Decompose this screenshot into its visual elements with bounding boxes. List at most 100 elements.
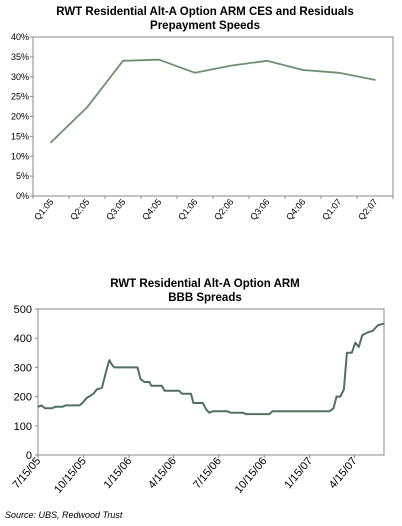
chart2-x-tick-label: 4/15/07 <box>327 455 360 491</box>
chart2-data-point <box>37 406 39 408</box>
chart2-data-point <box>335 395 338 398</box>
chart2-data-point <box>208 411 210 414</box>
chart1-y-axis: 0% 5% 10% 15% 20% 25% 30% 35% 40% <box>11 32 33 201</box>
chart2-data-point <box>65 404 67 407</box>
chart2-x-tick-label: 10/15/05 <box>52 455 89 496</box>
chart2-data-point <box>377 324 379 326</box>
chart1-data-point <box>302 69 304 71</box>
chart2-data-point <box>332 407 335 409</box>
chart2-data-point <box>106 368 108 370</box>
chart2-data-point <box>85 397 88 399</box>
chart1-y-tick-label: 20% <box>11 112 29 122</box>
chart1-x-tick-label: Q1:05 <box>32 197 55 222</box>
chart2-y-axis: 0 100 200 300 400 500 <box>14 304 38 462</box>
chart2-data-point <box>78 404 81 407</box>
chart2-y-tick-label: 500 <box>14 304 32 316</box>
chart2-data-point <box>108 359 110 361</box>
chart2-data-point <box>136 366 139 369</box>
chart2-data-point <box>226 410 228 412</box>
chart2-data-point <box>190 392 192 395</box>
chart2-data-point <box>178 390 180 392</box>
chart2-data-point <box>361 334 363 336</box>
chart2-data-point <box>245 413 247 415</box>
chart1-plot-frame <box>32 36 394 197</box>
chart2-data-point <box>371 330 374 332</box>
chart1-data-point <box>266 60 268 62</box>
chart2-data-point <box>205 409 207 411</box>
chart2-data-point <box>328 410 331 412</box>
chart1-series <box>50 58 376 144</box>
chart2-data-point <box>148 381 151 383</box>
chart2-data-point <box>366 331 369 334</box>
chart2-x-tick-label: 7/15/06 <box>191 455 224 491</box>
chart2-data-point <box>346 352 348 354</box>
chart2-data-point <box>113 366 115 369</box>
chart1-x-tick-label: Q2:07 <box>356 197 379 222</box>
chart2-y-tick-label: 100 <box>14 421 32 433</box>
chart2-data-point <box>101 387 103 389</box>
chart1-x-tick-label: Q1:07 <box>320 197 343 222</box>
chart1-x-tick-label: Q3:05 <box>104 197 127 222</box>
chart2-x-tick-label: 10/15/06 <box>233 455 270 496</box>
chart1-x-tick-label: Q1:06 <box>176 197 199 222</box>
chart2-data-point <box>339 395 342 398</box>
chart-prepayment-speeds: RWT Residential Alt-A Option ARM CES and… <box>11 6 394 222</box>
chart2-data-point <box>143 381 146 383</box>
chart2-data-point <box>212 410 214 412</box>
chart2-y-tick-label: 400 <box>14 333 32 345</box>
chart2-data-point <box>268 413 270 415</box>
chart2-data-point <box>61 406 63 408</box>
chart1-x-tick-label: Q4:05 <box>140 197 163 222</box>
chart2-series-line <box>37 322 385 416</box>
chart1-y-tick-label: 10% <box>11 151 29 161</box>
chart2-data-point <box>44 407 46 409</box>
chart2-data-point <box>111 363 113 366</box>
chart2-data-point <box>229 411 232 414</box>
chart2-data-point <box>271 410 274 412</box>
chart2-data-point <box>181 392 183 395</box>
chart2-data-point <box>92 392 95 395</box>
chart1-x-tick-label: Q3:06 <box>248 197 271 222</box>
chart2-title: RWT Residential Alt-A Option ARM <box>110 278 300 290</box>
chart2-data-point <box>161 385 163 387</box>
chart-bbb-spreads: RWT Residential Alt-A Option ARM BBB Spr… <box>11 278 385 496</box>
chart2-data-point <box>358 346 360 348</box>
chart2-y-tick-label: 0 <box>26 450 32 462</box>
chart1-data-point <box>86 106 88 109</box>
chart2-data-point <box>383 322 385 325</box>
chart2-x-tick-label: 4/15/06 <box>146 455 179 491</box>
chart2-data-point <box>54 406 57 408</box>
chart2-x-tick-label: 1/15/06 <box>102 455 135 491</box>
chart1-x-tick-label: Q2:06 <box>212 197 235 222</box>
chart2-data-point <box>351 352 353 354</box>
chart2-plot-frame <box>37 308 385 456</box>
source-note: Source: UBS, Redwood Trust <box>5 510 123 520</box>
chart1-data-point <box>338 71 340 74</box>
chart1-y-tick-label: 0% <box>16 191 29 201</box>
chart1-title: RWT Residential Alt-A Option ARM CES and… <box>56 6 354 18</box>
chart2-data-point <box>164 390 166 392</box>
chart1-data-point <box>50 141 52 144</box>
chart1-data-point <box>230 64 232 67</box>
chart2-data-point <box>40 404 43 407</box>
chart1-y-tick-label: 25% <box>11 92 29 102</box>
chart2-data-point <box>343 388 345 390</box>
chart2-subtitle: BBB Spreads <box>168 292 242 304</box>
chart1-y-tick-label: 30% <box>11 72 29 82</box>
chart1-series-line <box>50 58 376 143</box>
chart1-x-tick-label: Q4:06 <box>284 197 307 222</box>
chart1-x-tick-label: Q2:05 <box>68 197 91 222</box>
chart1-y-tick-label: 40% <box>11 32 29 42</box>
chart2-data-point <box>192 402 195 404</box>
chart1-y-tick-label: 35% <box>11 52 29 62</box>
chart1-data-point <box>122 60 124 62</box>
chart2-data-point <box>354 341 356 344</box>
chart2-data-point <box>242 411 244 414</box>
chart2-series <box>37 322 385 416</box>
chart2-data-point <box>82 401 84 404</box>
chart1-data-point <box>158 58 160 61</box>
chart1-data-point <box>374 79 376 81</box>
chart1-subtitle: Prepayment Speeds <box>150 20 260 32</box>
chart1-y-tick-label: 5% <box>16 171 29 181</box>
